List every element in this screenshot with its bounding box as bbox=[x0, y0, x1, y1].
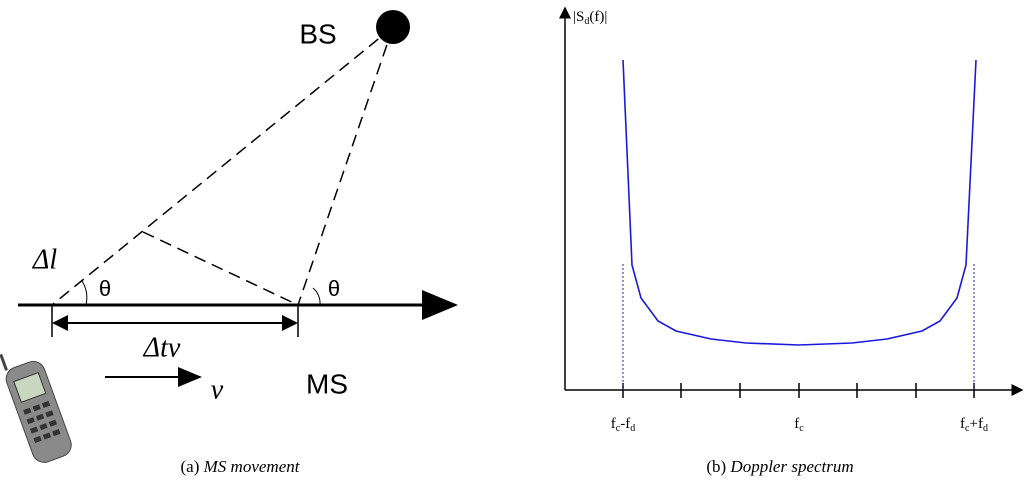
label-part: f bbox=[611, 416, 616, 432]
bs-label: BS bbox=[299, 18, 336, 49]
label-part: -f bbox=[620, 416, 630, 432]
label-part: f bbox=[794, 416, 799, 432]
caption-label: (b) bbox=[706, 457, 726, 476]
ms-movement-panel: BS Δl θ θ Δtv v MS (a) MS bbox=[0, 10, 458, 476]
delta-l-label: Δl bbox=[32, 244, 57, 275]
doppler-panel: |Sd(f)| fc-fd fc fc+fd (b) Doppler spect… bbox=[559, 6, 1024, 476]
label-part: |S bbox=[573, 9, 584, 25]
caption-text: MS movement bbox=[203, 457, 301, 476]
theta-label: θ bbox=[99, 276, 111, 301]
angle-arc bbox=[81, 280, 88, 306]
x-tick-label: fc bbox=[794, 416, 804, 434]
label-sub: d bbox=[630, 423, 635, 434]
caption-text: Doppler spectrum bbox=[729, 457, 853, 476]
label-sub: c bbox=[799, 423, 804, 434]
caption-label: (a) bbox=[181, 457, 200, 476]
delta-tv-label: Δtv bbox=[143, 332, 181, 363]
label-part: f bbox=[960, 416, 965, 432]
angle-arc bbox=[312, 287, 321, 306]
dashed-lines bbox=[51, 26, 394, 306]
velocity-label: v bbox=[211, 374, 224, 405]
theta-label: θ bbox=[328, 276, 340, 301]
x-tick-label: fc+fd bbox=[960, 416, 988, 434]
label-sub: c bbox=[616, 423, 621, 434]
label-part: (f)| bbox=[589, 9, 607, 25]
label-sub: d bbox=[584, 16, 589, 27]
label-part: +f bbox=[969, 416, 982, 432]
phone-icon bbox=[0, 353, 72, 463]
label-sub: c bbox=[965, 423, 970, 434]
caption: (b) Doppler spectrum bbox=[706, 457, 853, 476]
y-axis-label: |Sd(f)| bbox=[573, 9, 607, 27]
x-tick-label: fc-fd bbox=[611, 416, 635, 434]
label-sub: d bbox=[983, 423, 988, 434]
spectrum-curve bbox=[622, 59, 977, 346]
ms-label: MS bbox=[306, 368, 348, 399]
caption: (a) MS movement bbox=[181, 457, 301, 476]
